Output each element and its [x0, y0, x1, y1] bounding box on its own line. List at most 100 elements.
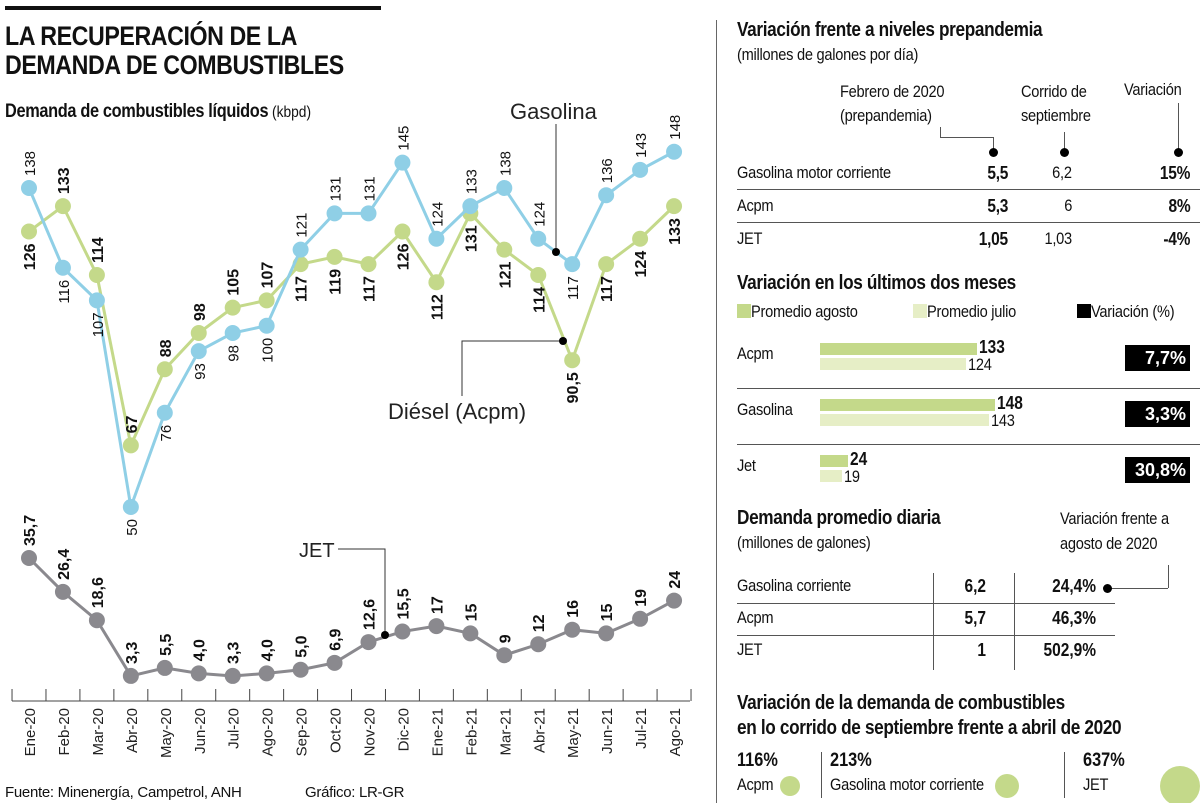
jet-callout-dot	[381, 631, 389, 639]
data-label: 4,0	[192, 639, 209, 661]
data-point	[428, 618, 445, 635]
data-label: 50	[124, 519, 141, 536]
x-tick-label: Feb-20	[56, 708, 73, 756]
x-tick-label: Jul-21	[633, 708, 650, 749]
x-axis: Ene-20 Feb-20 Mar-20 Abr-20 May-20 Jun-20 Jul-…	[11, 689, 692, 758]
data-label: 114	[531, 287, 548, 313]
prep-feb-value: 5,3	[987, 196, 1008, 216]
series-line	[28, 203, 676, 451]
abril-value: 637%	[1083, 750, 1125, 771]
diesel-callout-line	[461, 340, 563, 396]
data-point	[428, 274, 445, 291]
data-label: 117	[565, 276, 582, 300]
data-point	[190, 325, 207, 341]
data-label: 24	[667, 571, 684, 589]
data-point	[224, 667, 241, 684]
data-point	[88, 612, 105, 629]
data-label: 3,3	[226, 642, 243, 664]
data-point	[122, 667, 139, 684]
x-tick-label: May-20	[158, 708, 175, 758]
data-point	[258, 292, 275, 309]
data-label: 133	[463, 169, 480, 194]
diaria-value: 6,2	[964, 576, 986, 596]
data-point	[54, 259, 71, 276]
data-label: 90,5	[565, 372, 582, 403]
data-label: 98	[226, 345, 243, 362]
data-label: 93	[192, 363, 209, 380]
prep-var-value: -4%	[1163, 229, 1190, 249]
bar-agosto	[820, 343, 977, 355]
legend-swatch-agosto	[737, 304, 751, 318]
data-label: 5,0	[294, 635, 311, 657]
credit-note: Gráfico: LR-GR	[305, 784, 405, 801]
data-label: 131	[328, 176, 345, 201]
row-divider	[737, 635, 1115, 636]
x-tick-label: May-21	[565, 708, 582, 758]
data-label: 148	[667, 115, 684, 140]
data-point	[666, 592, 683, 609]
data-point	[462, 625, 479, 642]
data-label: 18,6	[90, 577, 107, 608]
prep-row-label: Acpm	[737, 196, 774, 215]
data-point	[122, 499, 139, 515]
data-label: 15	[463, 603, 480, 621]
abril-bubble	[1160, 766, 1200, 803]
diaria-row-label: Acpm	[737, 608, 774, 627]
data-label: 117	[362, 276, 379, 302]
data-point	[122, 437, 139, 454]
data-point	[224, 299, 241, 316]
data-label: 16	[565, 600, 582, 618]
bar-agosto-label: 24	[850, 449, 868, 469]
data-point	[54, 583, 71, 600]
data-label: 3,3	[124, 642, 141, 664]
bar-julio-label: 124	[968, 355, 992, 374]
diaria-var: 24,4%	[1052, 576, 1096, 596]
diesel-series-label: Diésel (Acpm)	[388, 399, 526, 424]
prep-var-value: 15%	[1159, 163, 1190, 183]
data-label: 5,5	[158, 634, 175, 656]
prepandemia-subtitle: (millones de galones por día)	[737, 45, 919, 64]
chart-title: Demanda de combustibles líquidos (kbpd)	[5, 101, 361, 123]
abril-label: Gasolina motor corriente	[830, 775, 984, 794]
series-line	[27, 150, 675, 513]
bar-row-label: Gasolina	[737, 400, 793, 419]
series-diesel: 126 133 114 67 88 98 105 107 117 119 117 126 112 131 1…	[21, 167, 684, 454]
legend-variacion: Variación (%)	[1077, 302, 1188, 322]
abril-title-1: Variación de la demanda de combustibles	[737, 692, 1065, 714]
bar-row-label: Acpm	[737, 344, 774, 363]
data-point	[21, 223, 37, 240]
data-point	[598, 256, 615, 273]
row-divider	[737, 189, 1200, 190]
data-point	[156, 361, 173, 378]
bar-row-label: Jet	[737, 456, 756, 475]
data-point	[258, 317, 275, 334]
data-point	[496, 647, 513, 664]
page-title-text: LA RECUPERACIÓN DE LA DEMANDA DE COMBUST…	[5, 21, 344, 80]
legend-swatch-variacion	[1077, 304, 1091, 318]
bar-julio-label: 143	[990, 411, 1015, 430]
prep-feb-value: 5,5	[987, 163, 1008, 183]
data-label: 105	[226, 269, 243, 296]
prep-row-label: JET	[737, 229, 763, 248]
data-label: 126	[395, 243, 412, 270]
data-label: 117	[294, 276, 311, 302]
data-point	[632, 610, 649, 627]
bar-agosto-label: 133	[978, 337, 1005, 357]
data-label: 112	[429, 294, 446, 320]
abril-bubble	[995, 774, 1019, 798]
x-tick-label: Jul-20	[226, 708, 243, 749]
prep-var-value: 8%	[1168, 196, 1190, 216]
bar-agosto	[820, 399, 995, 411]
variacion-badge: 7,7%	[1125, 345, 1190, 371]
jet-series-label: JET	[299, 540, 335, 562]
data-point	[530, 230, 547, 247]
data-point	[666, 198, 683, 215]
data-point	[360, 205, 377, 222]
data-point	[292, 661, 309, 678]
abril-title-2: en lo corrido de septiembre frente a abr…	[737, 717, 1122, 739]
data-label: 98	[192, 303, 209, 321]
data-point	[564, 621, 581, 638]
prep-row-label: Gasolina motor corriente	[737, 163, 891, 182]
jet-callout-line	[338, 548, 386, 635]
data-point	[326, 205, 343, 222]
